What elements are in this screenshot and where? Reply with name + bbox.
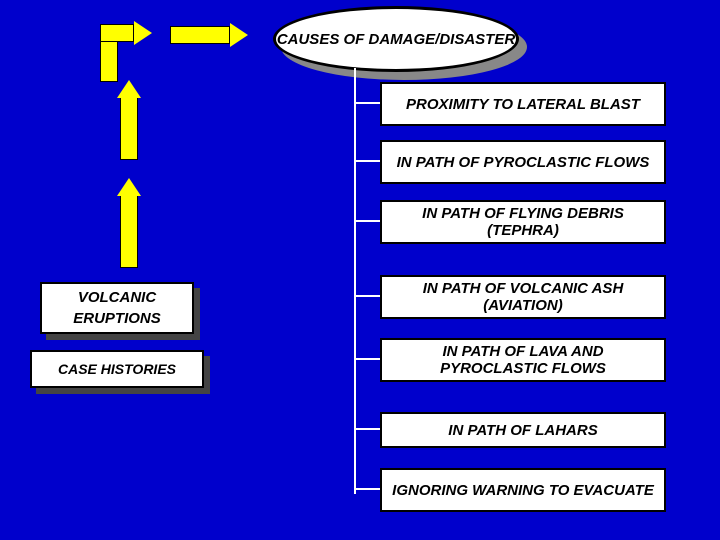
case-histories-box: CASE HISTORIES: [30, 350, 204, 388]
right-box-label-4: IN PATH OF LAVA AND PYROCLASTIC FLOWS: [390, 343, 656, 377]
right-box-label-6: IGNORING WARNING TO EVACUATE: [392, 482, 654, 499]
arrow-bend-vert: [100, 40, 118, 82]
right-box-label-5: IN PATH OF LAHARS: [448, 422, 597, 439]
arrow-right-head: [230, 23, 248, 47]
right-box-0: PROXIMITY TO LATERAL BLAST: [380, 82, 666, 126]
right-box-label-3: IN PATH OF VOLCANIC ASH (AVIATION): [390, 280, 656, 314]
volcanic-eruptions-box: VOLCANIC ERUPTIONS: [40, 282, 194, 334]
right-box-2: IN PATH OF FLYING DEBRIS (TEPHRA): [380, 200, 666, 244]
oval-label: CAUSES OF DAMAGE/DISASTER: [277, 31, 515, 48]
arrow-right-shaft: [170, 26, 230, 44]
arrow-up-2-shaft: [120, 194, 138, 268]
right-box-label-0: PROXIMITY TO LATERAL BLAST: [406, 96, 640, 113]
conn-h-1: [354, 160, 380, 162]
right-box-label-1: IN PATH OF PYROCLASTIC FLOWS: [397, 154, 650, 171]
left-box-label-1: CASE HISTORIES: [58, 361, 176, 377]
arrow-bend-head: [134, 21, 152, 45]
conn-h-6: [354, 488, 380, 490]
right-box-1: IN PATH OF PYROCLASTIC FLOWS: [380, 140, 666, 184]
right-box-6: IGNORING WARNING TO EVACUATE: [380, 468, 666, 512]
conn-h-0: [354, 102, 380, 104]
left-box-label-0: VOLCANIC ERUPTIONS: [73, 287, 161, 329]
conn-h-4: [354, 358, 380, 360]
arrow-bend-horz: [100, 24, 134, 42]
conn-h-2: [354, 220, 380, 222]
right-box-label-2: IN PATH OF FLYING DEBRIS (TEPHRA): [390, 205, 656, 239]
right-box-5: IN PATH OF LAHARS: [380, 412, 666, 448]
causes-oval: CAUSES OF DAMAGE/DISASTER: [273, 6, 519, 72]
right-box-4: IN PATH OF LAVA AND PYROCLASTIC FLOWS: [380, 338, 666, 382]
conn-vertical: [354, 68, 356, 494]
conn-h-3: [354, 295, 380, 297]
arrow-up-1-shaft: [120, 96, 138, 160]
arrow-up-1-head: [117, 80, 141, 98]
conn-h-5: [354, 428, 380, 430]
right-box-3: IN PATH OF VOLCANIC ASH (AVIATION): [380, 275, 666, 319]
arrow-up-2-head: [117, 178, 141, 196]
